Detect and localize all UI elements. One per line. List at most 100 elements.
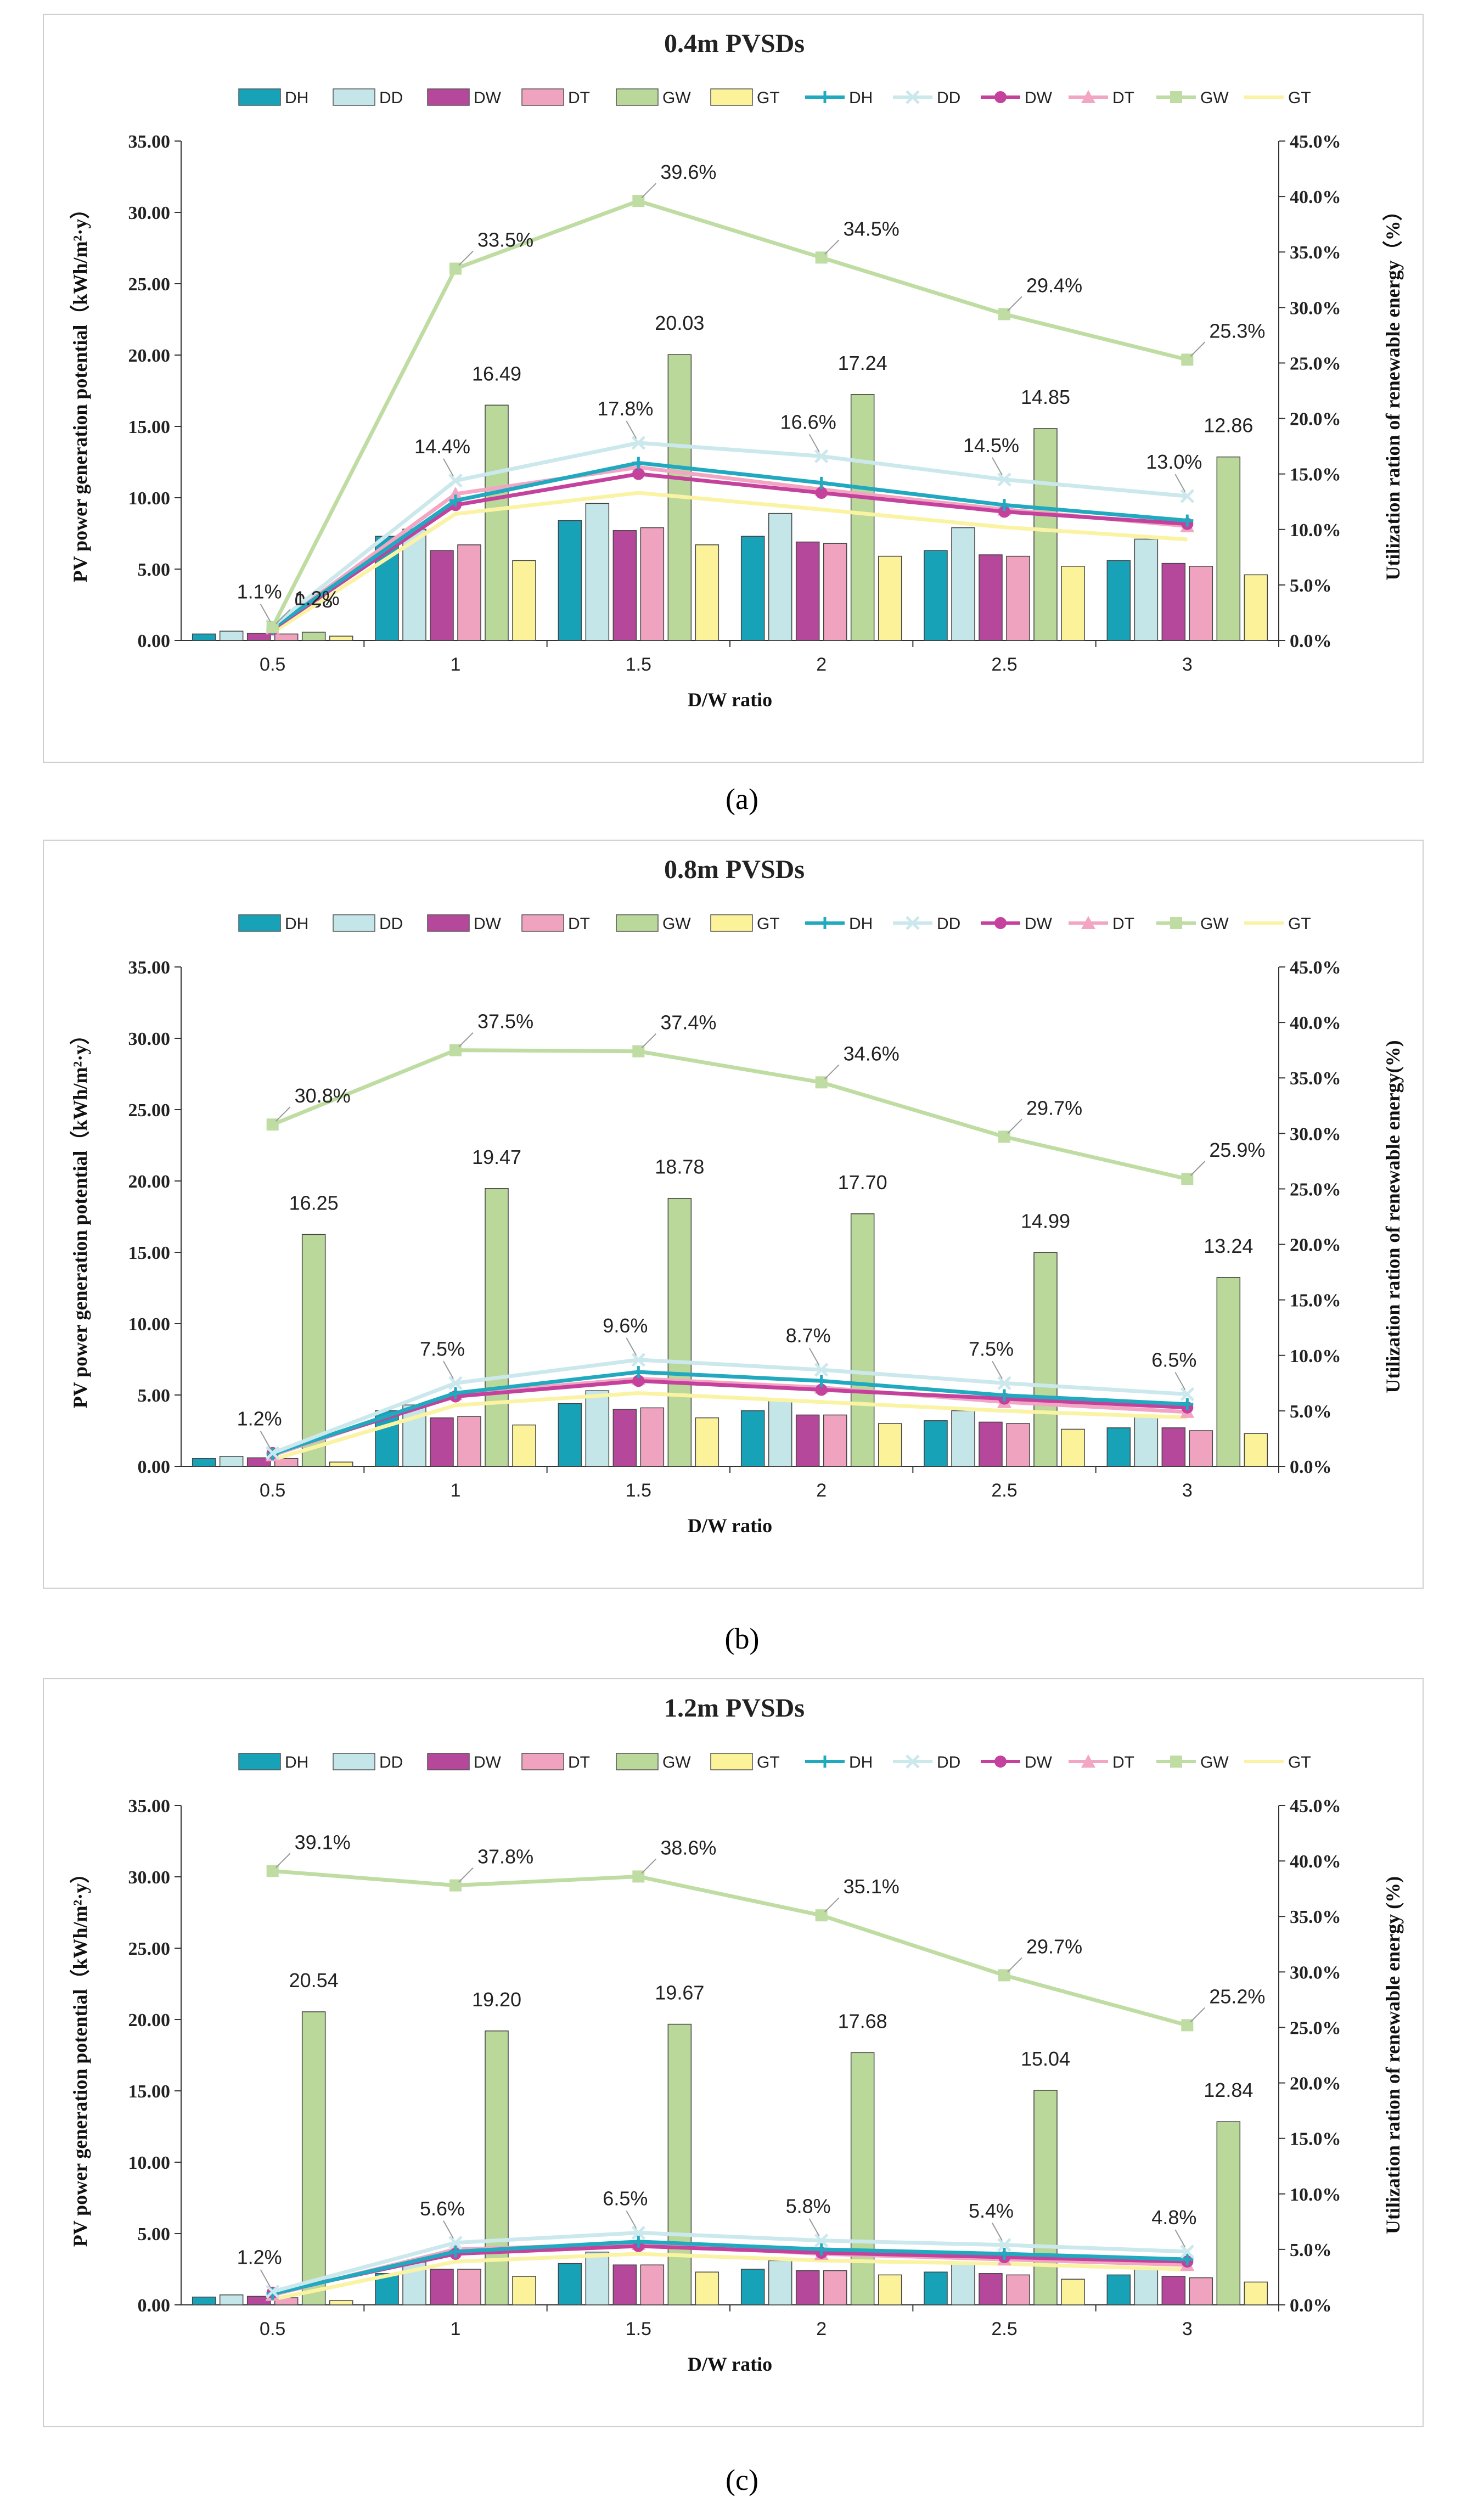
bar-gt (329, 2300, 353, 2305)
y2-tick-label: 20.0% (1290, 409, 1341, 430)
bar-group (192, 354, 1268, 641)
point-dh (815, 2243, 828, 2255)
bar-dh (1106, 2274, 1131, 2305)
point-dd (448, 474, 463, 488)
legend: DH DD DW DT GW GT DH DD DW DT GW GT (238, 914, 1311, 933)
y2-tick-label: 0.0% (1290, 631, 1332, 651)
bar-dd (768, 513, 792, 641)
bar-dd (1134, 2267, 1159, 2305)
bar-dh (192, 633, 216, 641)
x-tick-label: 0.5 (260, 2319, 285, 2339)
legend-bar-swatch-dd (333, 88, 375, 106)
gw-line-label: 39.1% (295, 1831, 351, 1853)
legend-bar-swatch-dh (238, 88, 281, 106)
chart-svg-a: 0.4m PVSDs DH DD DW DT GW GT DH DD DW DT GW GT 0.00 5.… (69, 29, 1404, 711)
y2-tick-label: 30.0% (1290, 298, 1341, 318)
dd-line-label: 1.2% (237, 1408, 282, 1430)
bar-gw (1216, 1277, 1241, 1467)
bar-dh (924, 1420, 948, 1467)
point-dd (631, 2225, 646, 2240)
y2-tick-label: 35.0% (1290, 1068, 1341, 1089)
legend-bar-swatch-gt (710, 1753, 753, 1770)
gw-label-leader (824, 1064, 840, 1080)
y-tick-label: 35.00 (128, 1796, 171, 1816)
x-axis-title: D/W ratio (688, 1515, 772, 1537)
bar-dw (246, 1457, 271, 1467)
point-dh (449, 494, 462, 507)
bar-dh (558, 520, 582, 641)
bar-gw (1033, 1252, 1058, 1467)
bar-dw (430, 550, 454, 641)
y-tick-label: 10.00 (128, 2153, 171, 2173)
dd-label-leader (626, 2210, 637, 2229)
bar-dw (795, 1414, 820, 1467)
series-line-dd (271, 441, 1188, 628)
legend-label: DH (849, 915, 873, 933)
y2-axis-title: Utilization ration of renewable energy (… (1382, 1876, 1404, 2234)
legend-marker-dh (819, 917, 831, 929)
y2-tick-label: 30.0% (1290, 1124, 1341, 1144)
legend-bar-swatch-dw (427, 914, 470, 932)
gw-line-label: 39.6% (660, 161, 716, 183)
legend-bar-swatch-dd (333, 914, 375, 932)
gw-line-label: 1.2% (295, 587, 340, 610)
y2-tick-label: 5.0% (1290, 2240, 1332, 2260)
point-dd (448, 2235, 463, 2250)
gw-label-leader (1190, 341, 1206, 357)
legend-label: DH (849, 1753, 873, 1771)
y-tick-label: 0.00 (138, 1457, 171, 1477)
y-tick-label: 10.00 (128, 488, 171, 509)
y-tick-label: 25.00 (128, 1939, 171, 1959)
caption-b: (b) (724, 1622, 760, 1655)
y-tick-label: 20.00 (128, 346, 171, 366)
legend-marker-dt (1081, 916, 1095, 929)
dd-label-leader (443, 458, 454, 477)
bar-gt (1244, 574, 1268, 641)
bar-dt (640, 2264, 665, 2305)
point-dd (814, 2233, 829, 2248)
dd-label-leader (992, 1360, 1003, 1379)
series-line-gt (272, 1391, 1188, 1462)
y2-axis-title: Utilization ration of renewable energy(%… (1382, 1040, 1404, 1393)
legend-marker-gw (1170, 917, 1182, 929)
bar-dt (1006, 2274, 1030, 2305)
y2-tick-label: 20.0% (1290, 1235, 1341, 1256)
point-gw (998, 1969, 1010, 1982)
bar-gt (695, 1417, 719, 1467)
bar-dt (274, 633, 299, 641)
y-tick-label: 30.00 (128, 1029, 171, 1049)
y-tick-label: 0.00 (138, 2296, 171, 2316)
bar-gt (878, 1423, 902, 1467)
gw-line-label: 25.9% (1209, 1139, 1265, 1161)
point-dd (997, 2238, 1011, 2252)
legend-label: DT (1112, 89, 1134, 107)
series-line-dw (271, 472, 1188, 631)
dd-label-leader (260, 1431, 271, 1449)
bar-dw (1161, 562, 1186, 641)
y-tick-label: 30.00 (128, 1868, 171, 1888)
legend-label: DT (1112, 915, 1134, 933)
legend-label: DH (285, 915, 308, 933)
bar-gw (1033, 428, 1058, 641)
legend-label: GW (662, 1753, 691, 1771)
dd-label-leader (1174, 474, 1186, 492)
bar-dd (951, 527, 975, 641)
point-gw (266, 1118, 279, 1131)
dd-label-leader (992, 457, 1003, 476)
point-gw (449, 1879, 462, 1892)
y-axis-title: PV power generation potential（kWh/m²·y） (69, 199, 91, 582)
legend-label: GW (662, 89, 691, 107)
bar-value-label: 20.03 (655, 312, 704, 334)
y-axis-title: PV power generation potential（kWh/m²·y） (69, 1025, 91, 1408)
x-axis-title: D/W ratio (688, 689, 772, 711)
legend-label: DD (379, 915, 403, 933)
point-dd (1180, 2245, 1195, 2259)
series-line-dd (272, 1358, 1188, 1455)
legend-marker-dd (906, 1754, 920, 1769)
bar-value-label: 12.84 (1204, 2079, 1253, 2101)
y2-tick-label: 25.0% (1290, 2018, 1341, 2038)
y-tick-label: 25.00 (128, 1100, 171, 1121)
bar-gw (850, 1213, 875, 1467)
legend-label: DD (937, 89, 960, 107)
point-dh (1181, 1398, 1194, 1410)
